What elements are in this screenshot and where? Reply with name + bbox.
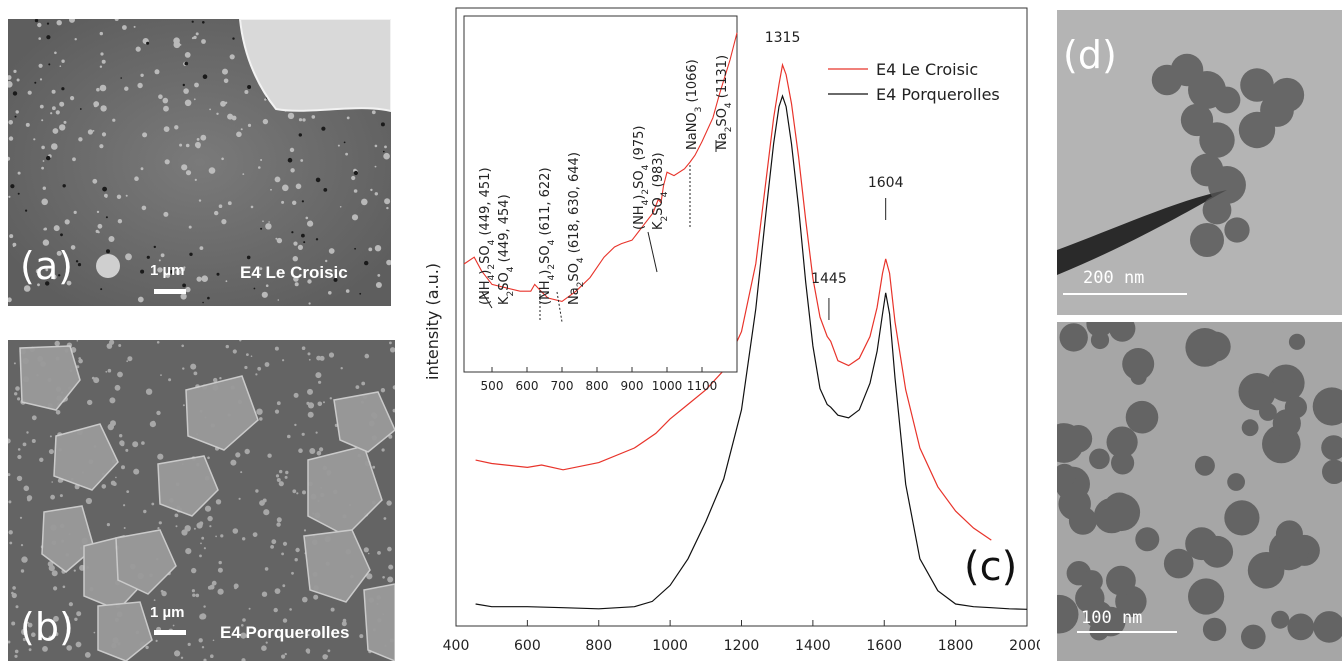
tem-scale-bar-bottom [1077,631,1177,633]
legend-label-porquerolles: E4 Porquerolles [876,85,1000,104]
inset-annotation-label: Na2SO4 (618, 630, 644) [567,152,586,305]
legend: E4 Le Croisic E4 Porquerolles [828,60,1000,104]
panel-label-b: (b) [20,605,74,649]
inset-x-tick-label: 1100 [687,379,718,393]
inset-annotation-label: Na2SO4 (1131) [715,55,734,150]
scale-bar-label-a: 1 µm [150,262,185,279]
x-tick-label: 400 [443,638,470,654]
x-tick-label: 1200 [724,638,760,654]
panel-label-c: (c) [964,544,1017,590]
x-tick-label: 1800 [938,638,974,654]
scale-bar-label-b: 1 µm [150,604,185,621]
inset-x-tick-label: 700 [551,379,574,393]
inset-annotation-pointer [647,231,658,273]
panel-label-d: (d) [1063,33,1117,77]
peak-label: 1445 [811,271,847,287]
inset-series-line [463,32,738,302]
legend-label-le-croisic: E4 Le Croisic [876,60,978,79]
x-tick-label: 800 [585,638,612,654]
inset-x-tick-label: 600 [516,379,539,393]
sample-label-a: E4 Le Croisic [240,263,348,282]
peak-label: 1604 [868,175,904,191]
inset-x-tick-label: 800 [586,379,609,393]
tem-scale-label-bottom: 100 nm [1081,608,1143,628]
raman-chart: intensity (a.u.) 400 600 800 1000 1200 1400 16… [423,7,1040,654]
y-axis-label: intensity (a.u.) [423,263,442,380]
inset-annotation-label: K2SO4 (983) [651,152,670,230]
x-tick-label: 2000 [1009,638,1040,654]
scale-bar-b [154,630,186,635]
inset-annotation-label: (NH4)2SO4 (449, 451) [478,167,497,305]
inset-chart: 500 600 700 800 900 1000 1100 (NH4)2SO4 (449, … [463,15,738,393]
inset-annotation-label: K2SO4 (449, 454) [497,194,516,305]
peak-label: 1315 [765,30,801,46]
inset-frame [463,15,738,373]
panel-label-a: (a) [20,244,73,288]
tem-texture-bottom [1057,322,1342,661]
inset-annotation-label: NaNO3 (1066) [685,59,704,150]
tem-image-bottom: 100 nm [1057,322,1342,661]
x-tick-label: 600 [514,638,541,654]
x-tick-label: 1000 [652,638,688,654]
tem-image-top: (d) 200 nm [1057,10,1342,315]
inset-annotation-label: (NH4)2SO4 (611, 622) [538,167,557,305]
sem-texture-a [8,19,391,306]
series-line-le-croisic [475,62,992,541]
sem-image-porquerolles: (b) 1 µm E4 Porquerolles [8,340,395,661]
inset-annotation-pointer [556,291,563,323]
inset-x-tick-label: 500 [481,379,504,393]
x-tick-label: 1400 [795,638,831,654]
inset-annotation-pointer [481,291,493,309]
x-tick-label: 1600 [866,638,902,654]
series-line-porquerolles [475,94,1028,610]
sample-label-b: E4 Porquerolles [220,623,350,642]
tem-texture-top [1057,10,1342,315]
tem-scale-bar-top [1063,293,1187,295]
sem-texture-b [8,340,395,661]
inset-x-tick-label: 1000 [652,379,683,393]
inset-x-tick-label: 900 [621,379,644,393]
tem-scale-label-top: 200 nm [1083,268,1145,288]
sem-image-le-croisic: (a) 1 µm E4 Le Croisic [8,19,391,306]
inset-annotation-label: (NH4)2SO4 (975) [632,126,651,230]
scale-bar-a [154,289,186,294]
